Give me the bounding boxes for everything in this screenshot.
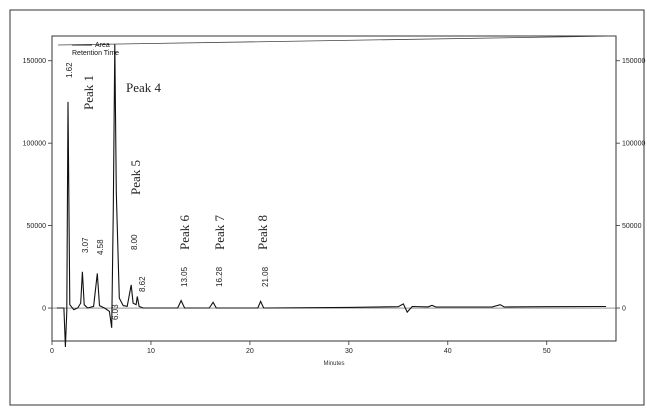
retention-time-label: 3.07	[81, 237, 90, 253]
series-line	[56, 44, 607, 348]
y-tick-label-left: 150000	[23, 58, 46, 65]
x-tick-label: 30	[345, 348, 353, 355]
y-tick-label-right: 150000	[622, 58, 645, 65]
legend: Area Retention Time	[72, 42, 119, 57]
legend-entry-retention-time: Retention Time	[72, 50, 119, 57]
x-tick-label: 20	[246, 348, 254, 355]
retention-time-label: 6.03	[111, 304, 120, 320]
x-tick-label: 10	[147, 348, 155, 355]
y-tick-label-right: 0	[622, 306, 626, 313]
legend-entry-area: Area	[95, 42, 110, 49]
retention-time-label: 13.05	[180, 266, 189, 287]
peak-labels: Peak 1 Peak 4 Peak 5 Peak 6 Peak 7 Peak 8	[81, 75, 270, 250]
plot-frame	[51, 35, 617, 342]
retention-time-label: 8.62	[138, 276, 147, 292]
figure-border	[9, 9, 645, 406]
retention-time-label: 8.00	[130, 234, 139, 250]
y-tick-label-left: 50000	[27, 223, 47, 230]
y-tick-label-right: 50000	[622, 223, 642, 230]
x-tick-label: 50	[543, 348, 551, 355]
peak-name-label: Peak 5	[128, 160, 143, 195]
x-tick-label: 40	[444, 348, 452, 355]
retention-time-label: 1.62	[65, 62, 74, 78]
peak-name-label: Peak 8	[255, 215, 270, 250]
peak-name-label: Peak 1	[81, 75, 96, 110]
retention-time-line	[57, 35, 617, 46]
retention-time-label: 16.28	[215, 266, 224, 287]
x-tick-label: 0	[50, 348, 54, 355]
y-tick-label-right: 100000	[622, 141, 645, 148]
y-tick-label-left: 0	[42, 306, 46, 313]
retention-time-label: 21.08	[261, 266, 270, 287]
y-axis-right: 0 50000 100000 150000	[616, 58, 645, 313]
y-axis-left: 0 50000 100000 150000	[23, 58, 52, 313]
x-axis: 0 10 20 30 40 50	[50, 341, 551, 355]
x-axis-label: Minutes	[323, 361, 344, 367]
retention-labels: 1.62 3.07 4.58 6.03 8.00 8.62 13.05 16.28 21.08	[65, 62, 270, 320]
peak-name-label: Peak 7	[212, 214, 227, 250]
peak-name-label: Peak 4	[126, 80, 162, 95]
peak-name-label: Peak 6	[177, 214, 192, 250]
retention-time-label: 4.58	[96, 239, 105, 255]
y-tick-label-left: 100000	[23, 141, 46, 148]
